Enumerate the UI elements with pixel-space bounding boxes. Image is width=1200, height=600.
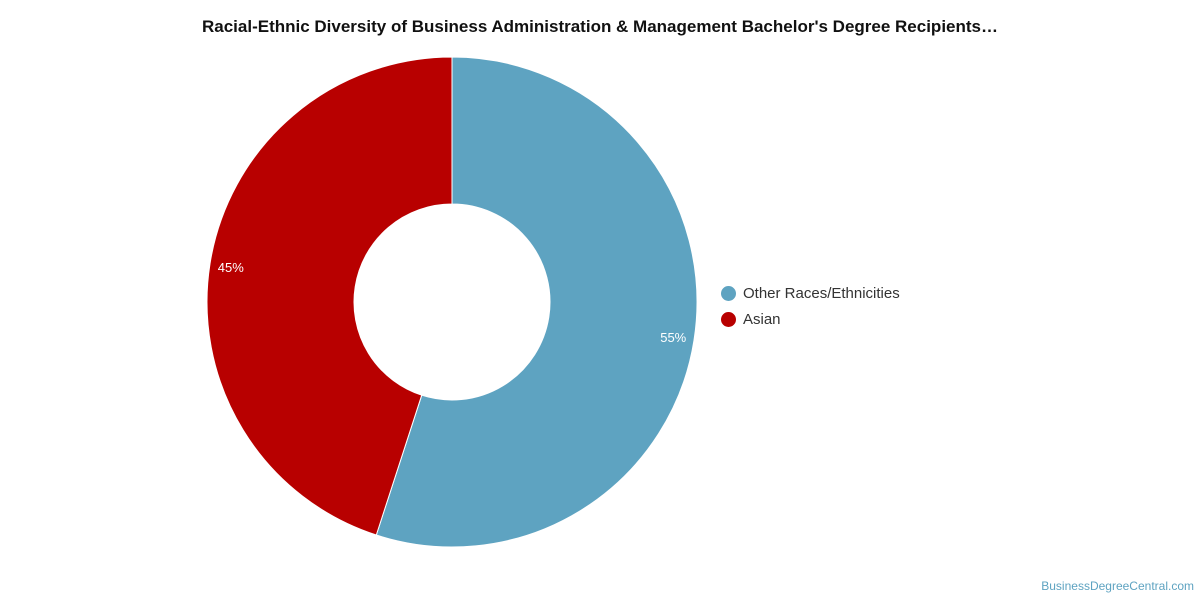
- slice-other-races-ethnicities[interactable]: [375, 56, 698, 548]
- chart-title: Racial-Ethnic Diversity of Business Admi…: [201, 17, 998, 36]
- legend-swatch-asian: [721, 311, 736, 327]
- legend-item-asian[interactable]: Asian: [721, 306, 900, 332]
- legend-label-asian: Asian: [743, 310, 781, 328]
- footer-brand[interactable]: BusinessDegreeCentral.com: [1041, 579, 1194, 593]
- slice-label-asian: 45%: [218, 260, 244, 275]
- legend-swatch-other-races: [721, 285, 736, 301]
- chart-legend: Other Races/Ethnicities Asian: [721, 280, 900, 332]
- legend-label-other-races: Other Races/Ethnicities: [743, 284, 900, 302]
- legend-item-other-races[interactable]: Other Races/Ethnicities: [721, 280, 900, 306]
- slice-label-other-races-ethnicities: 55%: [660, 330, 686, 345]
- slice-asian[interactable]: [206, 56, 453, 536]
